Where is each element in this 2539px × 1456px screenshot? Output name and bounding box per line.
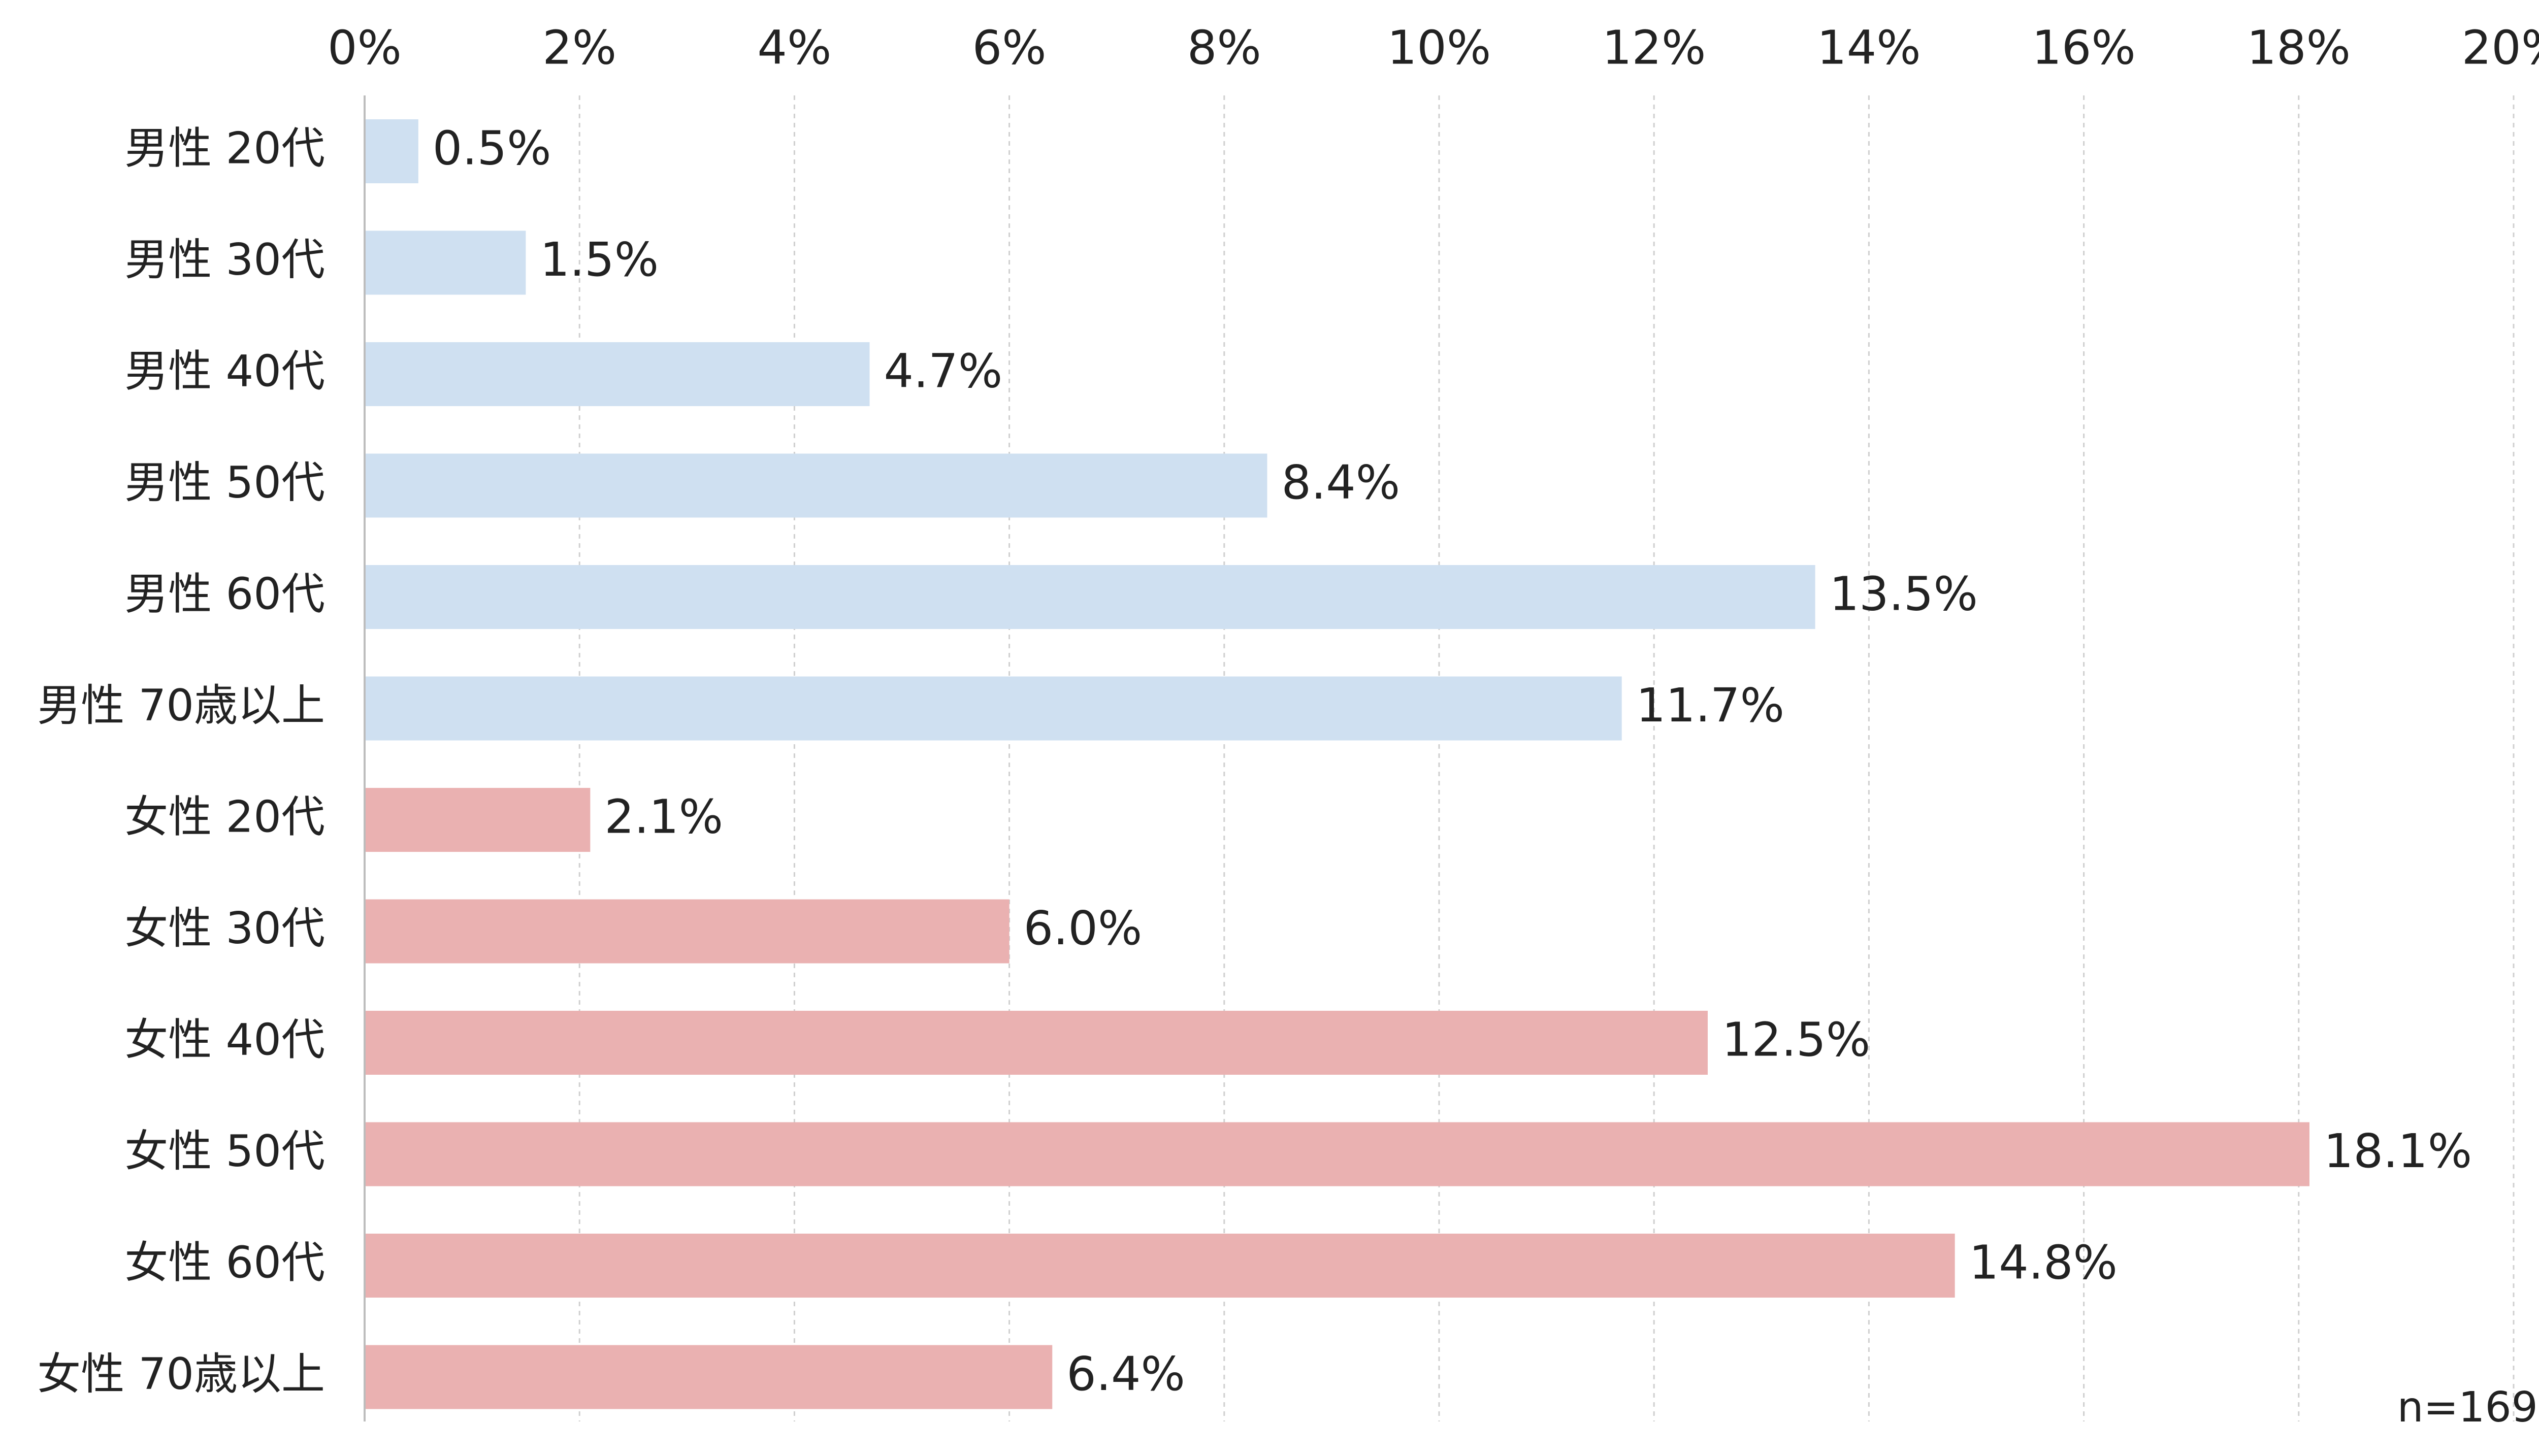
x-tick-label: 18% xyxy=(2247,20,2351,75)
x-axis-ticks: 0% 2% 4% 6% 8% 10% 12% 14% 16% 18% 20% xyxy=(328,20,2539,75)
gridlines xyxy=(578,95,2515,1421)
bar xyxy=(365,342,870,406)
bar xyxy=(365,788,591,852)
category-label: 男性 30代 xyxy=(124,235,325,285)
x-tick-label: 6% xyxy=(972,20,1047,75)
category-label: 男性 50代 xyxy=(124,457,325,508)
bar xyxy=(365,119,418,183)
x-tick-label: 14% xyxy=(1817,20,1920,75)
x-tick-label: 10% xyxy=(1387,20,1491,75)
category-label: 女性 50代 xyxy=(124,1126,325,1177)
x-tick-label: 20% xyxy=(2462,20,2539,75)
category-label: 男性 60代 xyxy=(124,569,325,619)
sample-size-note: n=1699 xyxy=(2397,1383,2539,1432)
bar xyxy=(365,453,1267,518)
category-label: 女性 60代 xyxy=(124,1237,325,1288)
bar xyxy=(365,1011,1708,1075)
x-tick-label: 2% xyxy=(542,20,616,75)
category-label: 女性 20代 xyxy=(124,791,325,842)
value-labels: 0.5% 1.5% 4.7% 8.4% 13.5% 11.7% 2.1% 6.0% 12.5% 1… xyxy=(433,121,2472,1401)
value-label: 11.7% xyxy=(1636,678,1784,733)
value-label: 6.4% xyxy=(1066,1347,1185,1401)
category-label: 男性 40代 xyxy=(124,346,325,396)
bar xyxy=(365,565,1815,629)
bar xyxy=(365,899,1010,964)
value-label: 8.4% xyxy=(1281,455,1400,510)
category-label: 女性 40代 xyxy=(124,1014,325,1065)
value-label: 0.5% xyxy=(433,121,551,175)
value-label: 13.5% xyxy=(1830,567,1978,621)
bar xyxy=(365,230,526,295)
value-label: 14.8% xyxy=(1969,1235,2118,1289)
x-tick-label: 12% xyxy=(1602,20,1706,75)
category-label: 男性 70歳以上 xyxy=(37,680,325,731)
value-label: 18.1% xyxy=(2324,1124,2472,1178)
value-label: 12.5% xyxy=(1722,1012,1870,1067)
value-label: 1.5% xyxy=(540,233,659,287)
value-label: 6.0% xyxy=(1024,901,1143,955)
x-tick-label: 0% xyxy=(328,20,402,75)
x-tick-label: 4% xyxy=(757,20,831,75)
bars xyxy=(365,119,2309,1409)
value-label: 2.1% xyxy=(604,789,723,844)
bar xyxy=(365,676,1622,741)
category-label: 男性 20代 xyxy=(124,123,325,174)
x-tick-label: 8% xyxy=(1187,20,1261,75)
x-tick-label: 16% xyxy=(2032,20,2135,75)
bar xyxy=(365,1234,1955,1298)
bar xyxy=(365,1122,2309,1186)
bar xyxy=(365,1345,1053,1409)
category-label: 女性 70歳以上 xyxy=(37,1349,325,1400)
value-label: 4.7% xyxy=(884,344,1003,398)
category-label: 女性 30代 xyxy=(124,903,325,954)
